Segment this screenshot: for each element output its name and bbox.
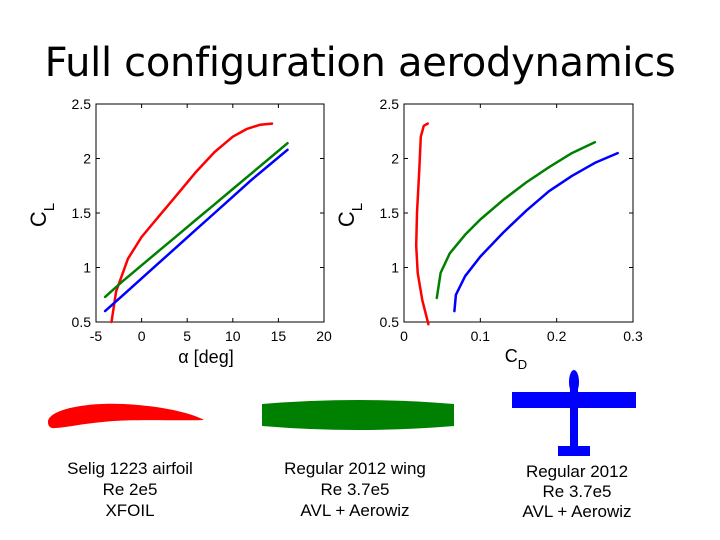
y-axis-label: CL [26,203,58,227]
x-tick-label: 0.1 [471,328,491,344]
x-tick-label: 0.2 [547,328,567,344]
series-line [103,141,289,299]
x-axis-label: CD [505,346,527,372]
caption-aircraft: Regular 2012 Re 3.7e5 AVL + Aerowiz [487,462,667,522]
series-line [453,151,619,313]
x-tick-label: 10 [225,328,241,344]
x-tick-label: 5 [183,328,191,344]
caption-aircraft-line3: AVL + Aerowiz [522,502,632,521]
x-tick-label: 0 [138,328,146,344]
chart-cl-vs-alpha: -5 0 5 10 15 20 0.5 1 1.5 2 2.5 α [deg] CL [26,96,332,367]
series-line [414,122,430,326]
slide-title: Full configuration aerodynamics [44,40,676,86]
x-tick-label: 20 [316,328,332,344]
x-tick-label: 0 [400,328,408,344]
x-tick-label: -5 [90,328,103,344]
y-tick-label: 0.5 [380,314,400,330]
caption-wing: Regular 2012 wing Re 3.7e5 AVL + Aerowiz [265,458,445,521]
caption-wing-line1: Regular 2012 wing [284,459,426,478]
y-tick-label: 2 [83,151,91,167]
y-axis-label: CL [334,203,366,227]
wing-icon [262,400,454,430]
caption-aircraft-line2: Re 3.7e5 [542,482,612,501]
x-tick-label: 15 [271,328,287,344]
x-tick-label: 0.3 [623,328,643,344]
airplane-icon [512,370,636,456]
caption-airfoil-line2: Re 2e5 [102,480,158,499]
caption-wing-line2: Re 3.7e5 [320,480,390,499]
series-line [103,148,289,313]
y-tick-label: 1.5 [380,205,400,221]
y-tick-label: 1.5 [72,205,92,221]
y-tick-label: 1 [391,260,399,276]
caption-aircraft-line1: Regular 2012 [525,462,629,481]
caption-wing-line3: AVL + Aerowiz [300,501,410,520]
caption-airfoil-line3: XFOIL [105,501,155,520]
y-tick-label: 0.5 [72,314,92,330]
chart-cl-vs-cd: 0 0.1 0.2 0.3 0.5 1 1.5 2 2.5 CD CL [334,96,643,372]
x-axis-label: α [deg] [178,347,233,367]
caption-airfoil: Selig 1223 airfoil Re 2e5 XFOIL [40,458,220,521]
y-tick-label: 2.5 [72,96,92,112]
series-line [435,140,597,300]
y-tick-label: 2 [391,151,399,167]
y-tick-label: 2.5 [380,96,400,112]
series-line [110,122,274,324]
airfoil-icon [48,403,204,429]
caption-airfoil-line1: Selig 1223 airfoil [67,459,193,478]
y-tick-label: 1 [83,260,91,276]
